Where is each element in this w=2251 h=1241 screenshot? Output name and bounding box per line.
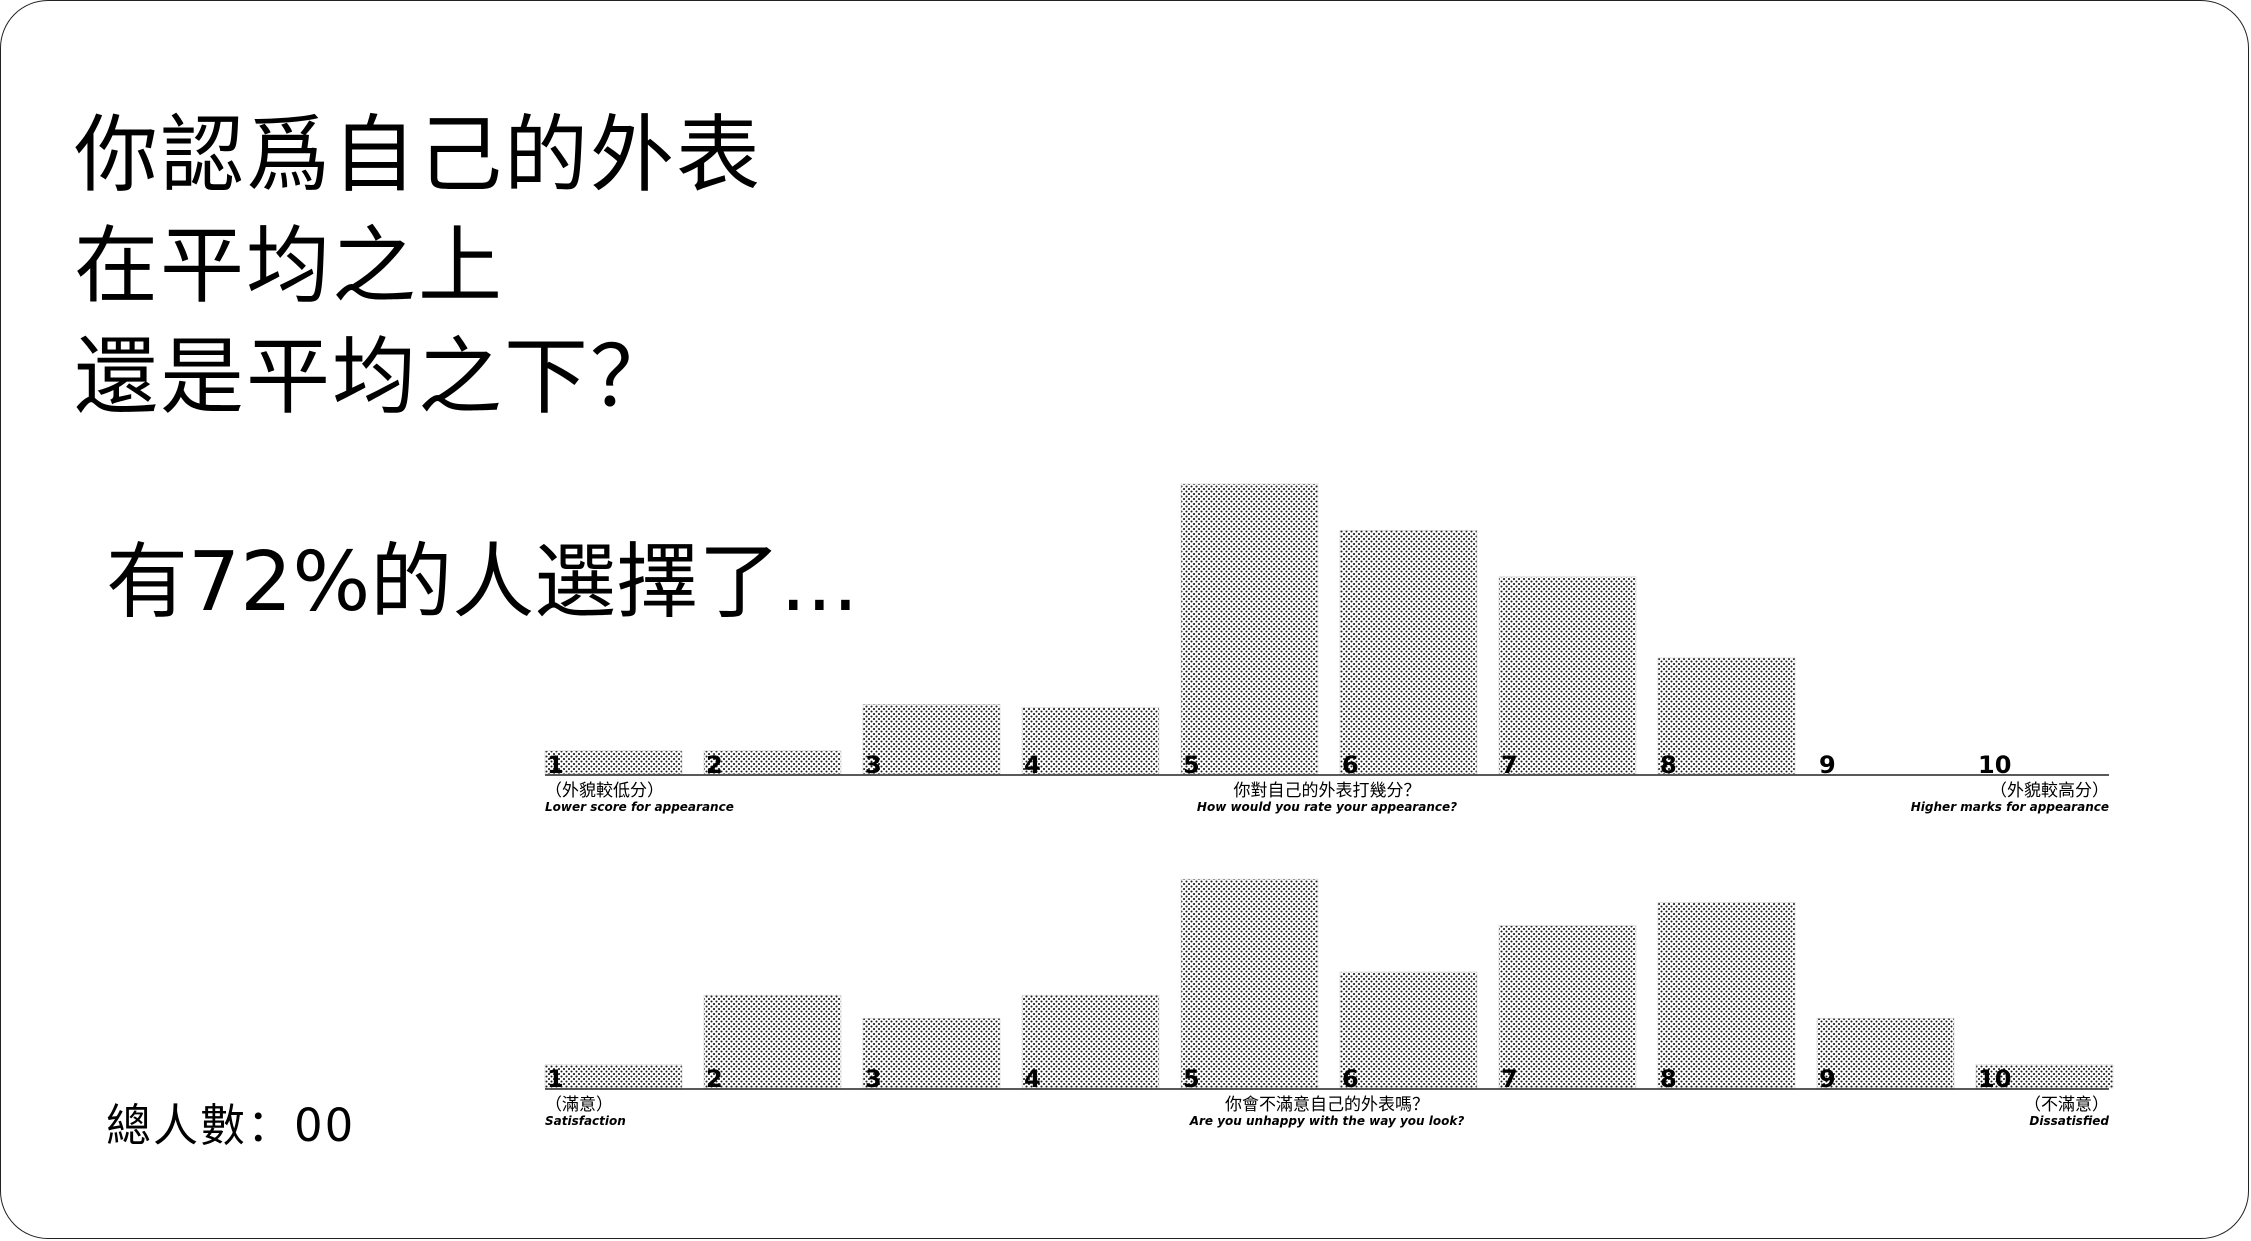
bar-6 [1339, 530, 1478, 775]
tick-label-9: 9 [1819, 1065, 1836, 1093]
tick-label-2: 2 [706, 1065, 723, 1093]
bar-6 [1339, 971, 1478, 1089]
result-summary: 有72%的人選擇了... [106, 535, 859, 630]
title-line-2: 在平均之上 [74, 217, 505, 315]
tick-label-8: 8 [1660, 751, 1677, 779]
page-title: 你認爲自己的外表 在平均之上 還是平均之下？ [74, 100, 762, 433]
appearance-satisfaction-chart: 1 2 3 4 5 6 7 8 9 10（滿意）Satisfaction你會不滿意自己的外表嗎？A… [544, 878, 2114, 1128]
tick-label-1: 1 [547, 1065, 564, 1093]
tick-label-7: 7 [1501, 751, 1518, 779]
tick-label-7: 7 [1501, 1065, 1518, 1093]
bar-8 [1657, 657, 1796, 775]
bar-4 [1021, 706, 1160, 775]
bar-10 [1975, 1064, 2114, 1089]
axis-center-sublabel: Are you unhappy with the way you look? [1189, 1114, 1465, 1128]
tick-label-3: 3 [865, 1065, 882, 1093]
title-line-1: 你認爲自己的外表 [74, 106, 763, 204]
tick-label-2: 2 [706, 751, 723, 779]
bar-5 [1180, 483, 1319, 775]
bar-5 [1180, 878, 1319, 1089]
axis-center-label: 你對自己的外表打幾分？ [1234, 781, 1421, 801]
axis-center-label: 你會不滿意自己的外表嗎？ [1225, 1095, 1429, 1115]
axis-right-sublabel: Dissatisfied [2029, 1114, 2109, 1128]
bar-3 [862, 1018, 1001, 1089]
axis-right-sublabel: Higher marks for appearance [1911, 800, 2109, 814]
bar-7 [1498, 576, 1637, 775]
axis-right-label: （不滿意） [2024, 1095, 2109, 1115]
bar-1 [544, 750, 683, 775]
axis-left-sublabel: Lower score for appearance [545, 800, 734, 814]
total-count: 總人數：00 [106, 1099, 356, 1152]
axis-center-sublabel: How would you rate your appearance? [1197, 800, 1457, 814]
tick-label-1: 1 [547, 751, 564, 779]
bar-7 [1498, 925, 1637, 1089]
tick-label-5: 5 [1183, 751, 1200, 779]
tick-label-9: 9 [1819, 751, 1836, 779]
tick-label-3: 3 [865, 751, 882, 779]
tick-label-6: 6 [1342, 751, 1359, 779]
tick-label-6: 6 [1342, 1065, 1359, 1093]
bar-2 [703, 750, 842, 775]
axis-right-label: （外貌較高分） [1990, 781, 2109, 801]
bar-9 [1816, 1018, 1955, 1089]
tick-label-4: 4 [1024, 751, 1041, 779]
bar-8 [1657, 902, 1796, 1089]
axis-left-label: （滿意） [545, 1095, 613, 1115]
tick-label-5: 5 [1183, 1065, 1200, 1093]
bar-2 [703, 994, 842, 1089]
tick-label-8: 8 [1660, 1065, 1677, 1093]
bar-1 [544, 1064, 683, 1089]
axis-left-sublabel: Satisfaction [545, 1114, 626, 1128]
appearance-rating-chart: 1 2 3 4 5 6 7 8 9 10（外貌較低分）Lower score for appear… [544, 483, 2109, 814]
tick-label-4: 4 [1024, 1065, 1041, 1093]
axis-left-label: （外貌較低分） [545, 781, 664, 801]
title-line-3: 還是平均之下？ [74, 328, 677, 426]
bar-3 [862, 704, 1001, 775]
bar-4 [1021, 994, 1160, 1089]
